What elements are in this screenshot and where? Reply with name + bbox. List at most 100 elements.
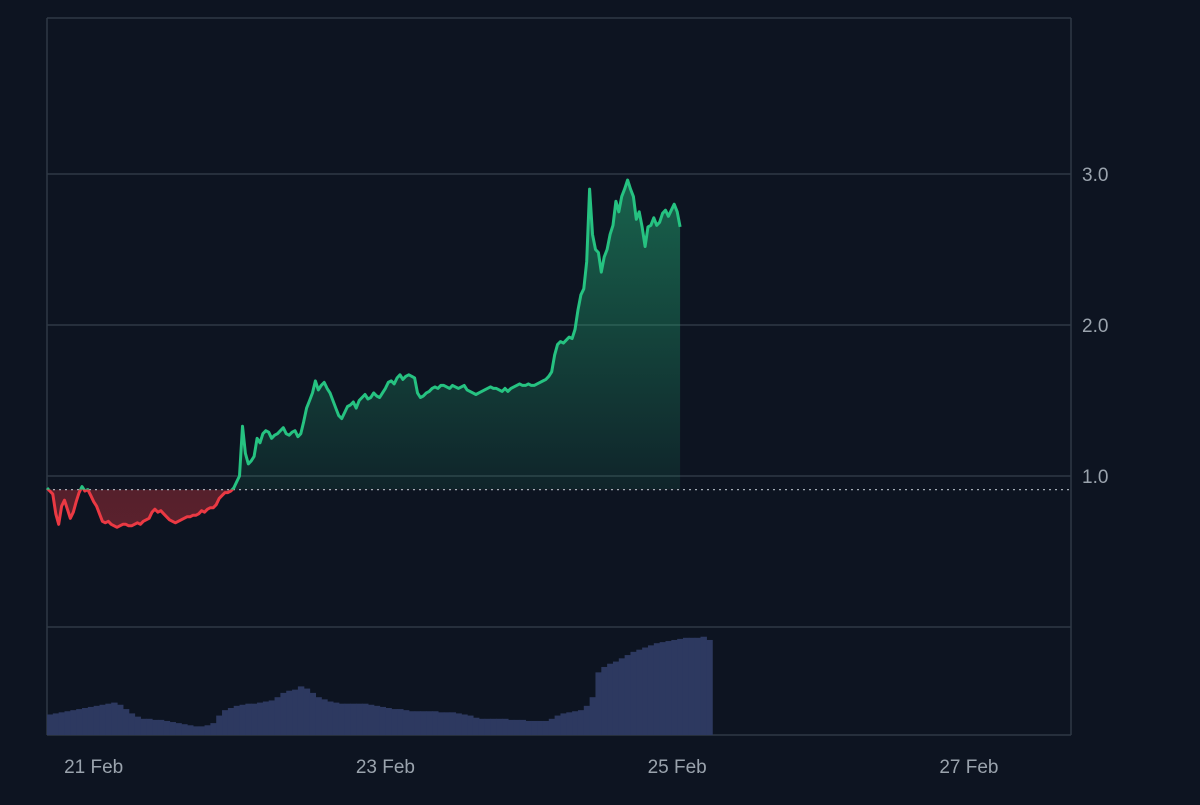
volume-bar [595, 672, 602, 735]
volume-bar [455, 713, 462, 735]
price-line-above-baseline [45, 178, 682, 490]
volume-bar [420, 711, 427, 735]
volume-bar [513, 719, 521, 735]
volume-bar [47, 714, 54, 735]
volume-bar [502, 718, 509, 735]
volume-bar [659, 642, 667, 735]
volume-bar [572, 711, 579, 735]
x-tick-label: 23 Feb [356, 757, 415, 778]
volume-bar [542, 720, 550, 735]
volume-bar [257, 702, 264, 735]
volume-bar [391, 709, 398, 735]
volume-bar [443, 712, 451, 735]
volume-bar [87, 706, 95, 735]
area-layer [47, 180, 681, 528]
volume-bar [292, 689, 299, 735]
volume-bar [647, 645, 655, 735]
volume-bar [239, 704, 246, 735]
volume-bar [472, 717, 480, 735]
volume-bar [210, 723, 217, 735]
volume-bar [227, 708, 235, 735]
volume-bar [169, 722, 176, 735]
volume-bar [490, 718, 497, 735]
volume-bar [554, 715, 562, 735]
volume-bar [612, 661, 620, 735]
volume-bar [315, 697, 322, 735]
volume-bar [373, 705, 381, 735]
volume-bar [175, 723, 182, 735]
volume-bar [402, 710, 410, 735]
volume-bar [496, 718, 503, 735]
volume-bar [601, 666, 608, 735]
volume-bar [426, 711, 433, 735]
volume-bar [187, 725, 194, 735]
volume-bar [432, 711, 439, 735]
volume-bar [531, 720, 538, 735]
price-line-below-baseline [46, 489, 235, 529]
volume-bar [222, 710, 229, 735]
volume-bar [140, 718, 147, 735]
volume-bar [76, 709, 83, 735]
volume-bar [519, 719, 527, 735]
volume-bar [280, 692, 287, 735]
volume-bar [688, 637, 696, 735]
volume-bar [525, 720, 532, 735]
volume-bar [70, 710, 77, 735]
volume-bar [367, 704, 375, 735]
volume-bar [111, 702, 118, 735]
axis-layer: 1.0 2.0 3.0 21 Feb 23 Feb 25 Feb 27 Feb [64, 165, 1108, 778]
volume-bar [105, 703, 112, 735]
volume-bar [251, 703, 258, 735]
volume-bar [163, 720, 171, 735]
volume-bar [192, 726, 200, 735]
volume-bar [665, 641, 672, 735]
volume-bar [181, 724, 188, 735]
volume-bar [618, 658, 626, 735]
volume-bar [134, 716, 141, 735]
volume-bar [706, 639, 713, 735]
volume-layer [47, 636, 713, 735]
volume-bar [379, 706, 387, 735]
volume-bar [362, 703, 369, 735]
volume-bar [397, 709, 404, 735]
price-area-below-baseline [47, 489, 681, 528]
y-tick-label: 3.0 [1082, 165, 1108, 186]
volume-bar [146, 718, 153, 735]
volume-bar [566, 712, 573, 735]
volume-bar [99, 704, 106, 735]
volume-bar [321, 699, 328, 735]
volume-bar [414, 711, 422, 735]
volume-bar [548, 718, 556, 735]
volume-bar [52, 713, 60, 735]
volume-bar [671, 639, 678, 735]
price-area-above-baseline [47, 180, 681, 490]
volume-bar [356, 703, 363, 735]
volume-bar [461, 714, 468, 735]
volume-bar [268, 700, 276, 735]
volume-bar [128, 713, 136, 735]
volume-bar [583, 705, 591, 735]
y-tick-label: 1.0 [1082, 467, 1108, 488]
volume-bar [700, 636, 707, 735]
volume-bar [157, 719, 165, 735]
volume-bar [677, 638, 684, 735]
volume-bar [484, 718, 492, 735]
volume-bar [274, 697, 281, 735]
volume-bar [82, 708, 89, 735]
volume-bar [385, 708, 392, 735]
volume-bar [122, 709, 130, 735]
volume-bar [630, 651, 637, 735]
volume-bar [216, 715, 223, 735]
volume-bar [478, 718, 486, 735]
volume-bar [467, 715, 474, 735]
volume-bar [694, 637, 702, 735]
volume-bar [198, 726, 206, 735]
volume-bar [204, 725, 211, 735]
volume-bar [297, 686, 305, 735]
volume-bar [233, 705, 241, 735]
x-tick-label: 25 Feb [648, 757, 707, 778]
volume-bar [152, 719, 159, 735]
volume-bar [245, 703, 252, 735]
